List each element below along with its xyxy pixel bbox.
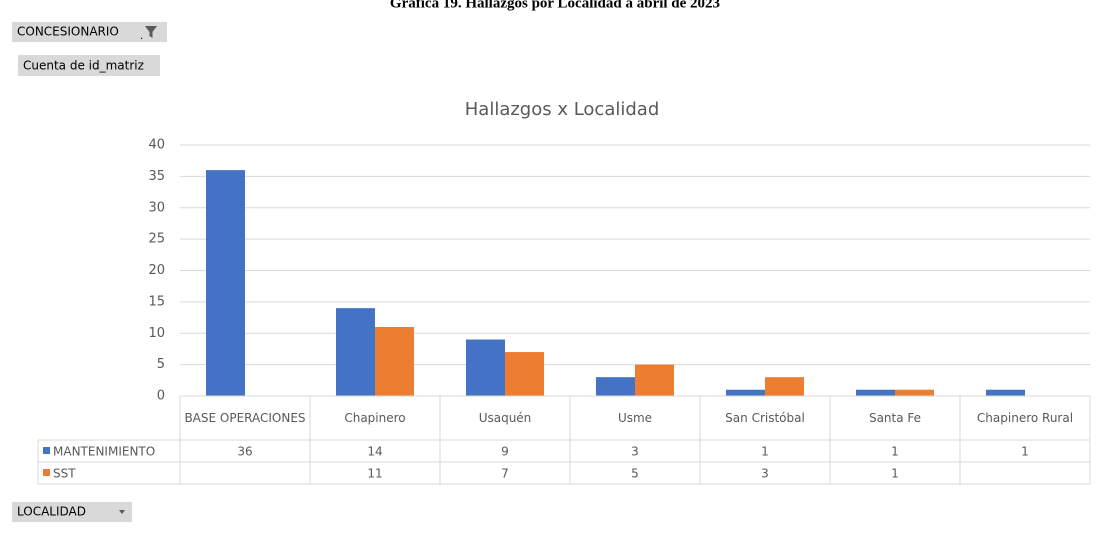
table-value: 7 (501, 467, 509, 481)
table-value: 1 (761, 445, 769, 459)
y-tick-label: 10 (148, 326, 165, 341)
legend-key (43, 469, 50, 476)
bar (856, 389, 895, 396)
dropdown-dot: . (140, 31, 143, 42)
table-value: 3 (631, 445, 639, 459)
y-tick-label: 35 (148, 169, 165, 184)
filter-field: CONCESIONARIO (17, 25, 119, 39)
caption: Gráfica 19. Hallazgos por Localidad a ab… (390, 0, 720, 11)
category-cell: Usme (617, 410, 653, 425)
x-tick-label: Santa Fe (868, 410, 922, 425)
y-tick-label: 25 (148, 232, 165, 247)
x-tick-label: Chapinero (344, 410, 406, 425)
bar (895, 389, 934, 396)
table-value: 11 (367, 467, 382, 481)
chart-title: Hallazgos x Localidad (465, 99, 660, 120)
values-field: Cuenta de id_matriz (23, 59, 144, 73)
bar (596, 377, 635, 396)
x-tick-label: San Cristóbal (725, 410, 805, 425)
category-cell: Santa Fe (868, 410, 922, 425)
category-cell: Usaquén (478, 410, 532, 425)
bar (726, 389, 765, 396)
bar (206, 170, 245, 396)
filter-button[interactable] (12, 22, 167, 42)
y-tick-label: 5 (157, 357, 165, 372)
axis-field: LOCALIDAD (17, 505, 86, 519)
category-cell: Chapinero Rural (976, 410, 1074, 425)
legend-key (43, 447, 50, 454)
y-tick-label: 0 (157, 389, 165, 404)
bar (336, 308, 375, 396)
table-value: 1 (1021, 445, 1029, 459)
category-cell: San Cristóbal (725, 410, 805, 425)
table-value: 1 (891, 445, 899, 459)
table-value: 3 (761, 467, 769, 481)
axis-button[interactable] (12, 502, 132, 522)
dropdown-icon (119, 510, 125, 514)
legend-label: MANTENIMIENTO (53, 445, 155, 459)
bar (466, 339, 505, 396)
bar (375, 326, 414, 396)
bar (765, 377, 804, 396)
category-cell: Chapinero (344, 410, 406, 425)
y-tick-label: 30 (148, 200, 165, 215)
category-cell: BASE OPERACIONES (184, 410, 306, 425)
table-value: 36 (237, 445, 252, 459)
filter-icon (145, 26, 157, 38)
bar (986, 389, 1025, 396)
y-tick-label: 20 (148, 263, 165, 278)
y-tick-label: 15 (148, 294, 165, 309)
values-button[interactable] (18, 55, 160, 76)
bar (505, 352, 544, 396)
x-tick-label: BASE OPERACIONES (184, 410, 306, 425)
x-tick-label: Chapinero Rural (976, 410, 1074, 425)
table-value: 5 (631, 467, 639, 481)
bar (635, 364, 674, 396)
table-value: 14 (367, 445, 382, 459)
y-tick-label: 40 (148, 138, 165, 153)
table-value: 9 (501, 445, 509, 459)
x-tick-label: Usme (617, 410, 653, 425)
x-tick-label: Usaquén (478, 410, 532, 425)
table-value: 1 (891, 467, 899, 481)
legend-label: SST (53, 467, 76, 481)
